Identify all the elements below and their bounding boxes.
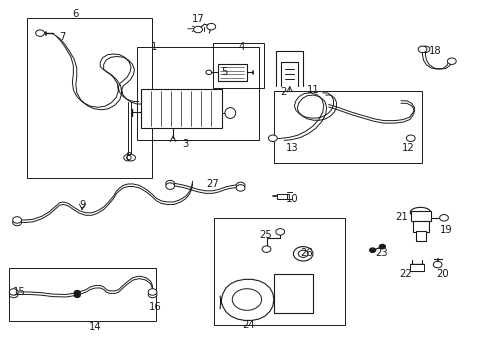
Circle shape — [13, 217, 21, 223]
Circle shape — [417, 46, 426, 53]
Bar — [137, 47, 259, 140]
Bar — [214, 218, 344, 325]
Text: 26: 26 — [300, 248, 313, 258]
Circle shape — [13, 219, 21, 226]
Text: 8: 8 — [125, 152, 131, 162]
Text: 4: 4 — [239, 42, 244, 52]
Circle shape — [123, 154, 132, 161]
Text: 25: 25 — [259, 230, 271, 240]
Text: 27: 27 — [206, 179, 219, 189]
Circle shape — [236, 182, 244, 189]
Text: 2: 2 — [280, 87, 286, 97]
Text: 24: 24 — [242, 320, 254, 330]
Circle shape — [369, 248, 375, 252]
Circle shape — [298, 250, 307, 257]
Circle shape — [9, 289, 18, 295]
Circle shape — [268, 135, 277, 141]
Text: 5: 5 — [220, 67, 227, 77]
Circle shape — [74, 293, 80, 297]
Circle shape — [379, 244, 385, 249]
Circle shape — [420, 46, 429, 53]
Text: 15: 15 — [13, 287, 26, 297]
Circle shape — [205, 70, 211, 75]
Ellipse shape — [409, 207, 430, 217]
Circle shape — [406, 135, 414, 141]
Text: 11: 11 — [306, 85, 319, 95]
Text: 16: 16 — [149, 302, 162, 312]
Bar — [217, 64, 246, 81]
Text: 19: 19 — [439, 225, 451, 235]
Text: 10: 10 — [285, 194, 298, 204]
Circle shape — [148, 289, 157, 295]
Text: 3: 3 — [183, 139, 188, 149]
Text: 22: 22 — [399, 269, 411, 279]
Bar — [273, 91, 421, 163]
Ellipse shape — [224, 108, 235, 118]
Bar — [415, 231, 426, 241]
Circle shape — [262, 246, 270, 252]
Text: 13: 13 — [285, 143, 298, 153]
Text: 17: 17 — [192, 14, 204, 24]
Circle shape — [432, 261, 441, 268]
Text: 12: 12 — [401, 143, 414, 153]
Bar — [27, 18, 151, 178]
Text: 23: 23 — [374, 248, 387, 258]
Circle shape — [74, 291, 80, 295]
Bar — [276, 194, 286, 199]
Circle shape — [206, 23, 215, 30]
Text: 1: 1 — [150, 42, 157, 52]
Text: 20: 20 — [435, 269, 448, 279]
Circle shape — [193, 26, 202, 33]
Bar — [9, 268, 156, 321]
Circle shape — [165, 180, 174, 187]
Bar — [212, 43, 264, 88]
Circle shape — [9, 291, 18, 298]
Text: 14: 14 — [89, 322, 102, 332]
Circle shape — [165, 183, 174, 189]
Circle shape — [232, 289, 261, 310]
Text: 9: 9 — [79, 200, 85, 210]
Circle shape — [275, 229, 284, 235]
Circle shape — [148, 291, 157, 298]
Circle shape — [447, 58, 455, 64]
Text: 21: 21 — [395, 212, 407, 222]
Circle shape — [236, 185, 244, 191]
Bar — [409, 264, 424, 271]
Text: 18: 18 — [428, 46, 441, 56]
Bar — [410, 211, 430, 221]
Text: 7: 7 — [59, 32, 66, 42]
Circle shape — [126, 154, 135, 161]
Circle shape — [293, 247, 312, 261]
Circle shape — [439, 215, 447, 221]
Bar — [141, 89, 221, 128]
Bar — [412, 221, 428, 232]
Bar — [273, 274, 312, 313]
Circle shape — [36, 30, 44, 36]
Text: 6: 6 — [72, 9, 79, 19]
